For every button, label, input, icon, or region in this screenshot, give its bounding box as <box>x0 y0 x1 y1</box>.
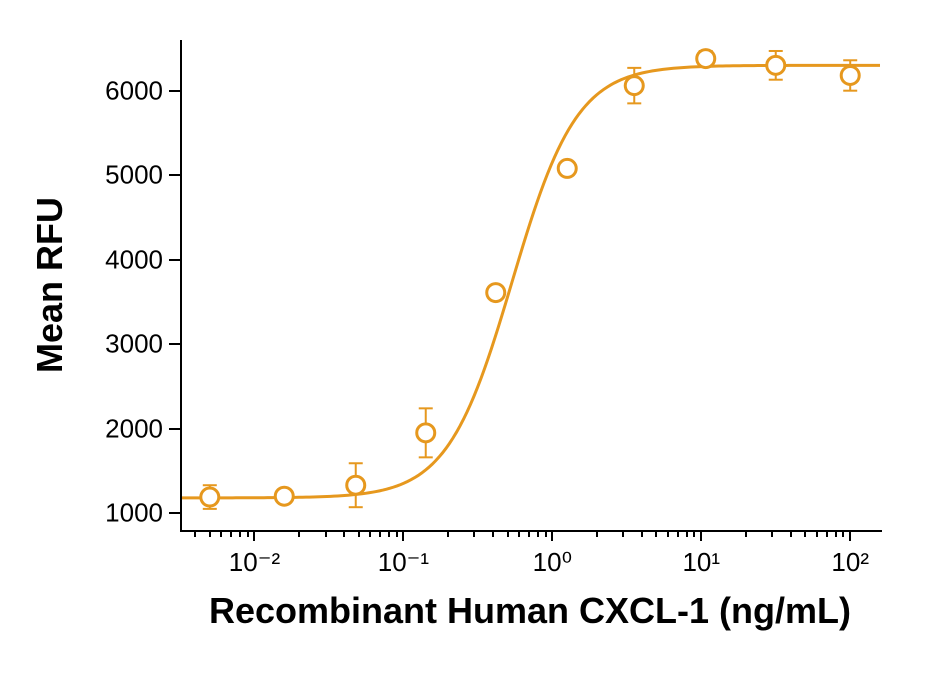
x-tick <box>402 530 404 541</box>
x-minor-tick <box>804 530 806 537</box>
y-tick-label: 4000 <box>105 244 163 275</box>
data-point <box>347 463 365 507</box>
x-minor-tick <box>343 530 345 537</box>
fit-curve <box>180 65 880 498</box>
y-axis-line <box>180 40 182 530</box>
x-minor-tick <box>677 530 679 537</box>
x-minor-tick <box>230 530 232 537</box>
x-minor-tick <box>247 530 249 537</box>
marker-circle <box>201 488 219 506</box>
x-minor-tick <box>686 530 688 537</box>
x-minor-tick <box>641 530 643 537</box>
x-minor-tick <box>816 530 818 537</box>
x-minor-tick <box>396 530 398 537</box>
x-minor-tick <box>545 530 547 537</box>
x-tick <box>253 530 255 541</box>
x-tick <box>700 530 702 541</box>
y-tick <box>169 174 180 176</box>
data-point <box>417 408 435 457</box>
x-axis-title: Recombinant Human CXCL-1 (ng/mL) <box>209 590 851 632</box>
x-minor-tick <box>790 530 792 537</box>
data-point <box>201 485 219 509</box>
x-tick-label: 10² <box>831 547 869 578</box>
y-tick <box>169 428 180 430</box>
x-minor-tick <box>537 530 539 537</box>
x-tick-label: 10⁻¹ <box>378 547 429 578</box>
marker-circle <box>767 56 785 74</box>
x-minor-tick <box>507 530 509 537</box>
x-minor-tick <box>826 530 828 537</box>
x-minor-tick <box>325 530 327 537</box>
marker-circle <box>487 284 505 302</box>
data-point <box>487 284 505 302</box>
x-minor-tick <box>473 530 475 537</box>
y-tick-label: 3000 <box>105 329 163 360</box>
x-minor-tick <box>379 530 381 537</box>
x-minor-tick <box>358 530 360 537</box>
marker-circle <box>275 487 293 505</box>
x-minor-tick <box>667 530 669 537</box>
y-tick-label: 2000 <box>105 413 163 444</box>
y-tick-label: 6000 <box>105 75 163 106</box>
marker-circle <box>417 424 435 442</box>
x-minor-tick <box>842 530 844 537</box>
y-tick <box>169 512 180 514</box>
x-minor-tick <box>518 530 520 537</box>
x-minor-tick <box>745 530 747 537</box>
x-minor-tick <box>194 530 196 537</box>
data-point <box>275 487 293 505</box>
marker-circle <box>841 66 859 84</box>
x-minor-tick <box>835 530 837 537</box>
x-minor-tick <box>596 530 598 537</box>
marker-circle <box>558 159 576 177</box>
x-tick-label: 10¹ <box>682 547 720 578</box>
x-minor-tick <box>209 530 211 537</box>
x-minor-tick <box>693 530 695 537</box>
data-point <box>767 51 785 80</box>
x-minor-tick <box>220 530 222 537</box>
marker-circle <box>697 50 715 68</box>
x-minor-tick <box>655 530 657 537</box>
data-point <box>697 50 715 68</box>
y-axis-title: Mean RFU <box>29 197 71 373</box>
y-tick-label: 1000 <box>105 498 163 529</box>
data-point <box>558 159 576 177</box>
marker-circle <box>625 77 643 95</box>
y-tick-label: 5000 <box>105 160 163 191</box>
x-minor-tick <box>388 530 390 537</box>
x-minor-tick <box>369 530 371 537</box>
x-tick <box>551 530 553 541</box>
x-tick-label: 10⁰ <box>533 547 572 578</box>
y-tick <box>169 259 180 261</box>
x-minor-tick <box>239 530 241 537</box>
x-axis-line <box>180 530 882 532</box>
x-minor-tick <box>298 530 300 537</box>
x-minor-tick <box>622 530 624 537</box>
x-minor-tick <box>771 530 773 537</box>
x-tick-label: 10⁻² <box>229 547 280 578</box>
x-minor-tick <box>447 530 449 537</box>
plot-svg <box>180 40 880 530</box>
x-minor-tick <box>492 530 494 537</box>
chart-container: Mean RFU Recombinant Human CXCL-1 (ng/mL… <box>0 0 927 686</box>
y-tick <box>169 343 180 345</box>
marker-circle <box>347 476 365 494</box>
x-tick <box>849 530 851 541</box>
y-tick <box>169 90 180 92</box>
x-minor-tick <box>528 530 530 537</box>
